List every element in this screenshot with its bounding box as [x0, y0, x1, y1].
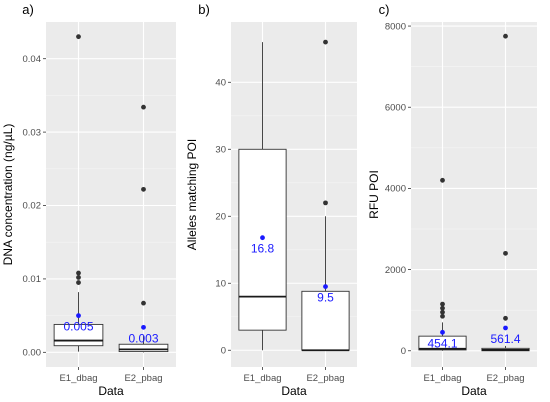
outlier-point	[76, 270, 81, 276]
outlier-point	[76, 275, 81, 280]
mean-label: 9.5	[317, 291, 334, 305]
outlier-point	[141, 186, 146, 192]
mean-label: 561.4	[490, 332, 520, 346]
x-tick-label: E2_pbag	[124, 373, 162, 384]
y-tick-label: 0.00	[23, 348, 42, 359]
panel-background	[411, 22, 537, 367]
mean-label: 0.005	[63, 320, 93, 334]
outlier-point	[76, 34, 81, 40]
y-tick-label: 0.02	[23, 201, 42, 212]
outlier-point	[323, 39, 328, 45]
x-tick-label: E2_pbag	[486, 373, 524, 384]
mean-point	[141, 324, 146, 330]
x-tick-label: E1_dbag	[423, 373, 461, 384]
y-tick-label: 0.03	[23, 127, 42, 138]
y-tick-label: 0	[221, 345, 226, 356]
mean-label: 16.8	[251, 242, 275, 256]
mean-point	[76, 313, 81, 319]
outlier-point	[76, 280, 81, 285]
y-tick-label: 8000	[385, 21, 406, 32]
x-tick-label: E2_pbag	[306, 373, 344, 384]
y-axis-title: RFU POI	[367, 170, 381, 219]
outlier-point	[440, 305, 445, 311]
y-axis-title: Alleles matching POI	[185, 139, 199, 250]
y-tick-label: 0.01	[23, 274, 42, 285]
outlier-point	[440, 309, 445, 315]
outlier-point	[141, 104, 146, 110]
y-tick-label: 20	[215, 211, 226, 222]
x-axis-title: Data	[98, 384, 124, 398]
panel-tag: b)	[198, 2, 210, 17]
mean-label: 0.003	[128, 331, 158, 345]
mean-point	[323, 284, 328, 290]
box-iqr	[118, 343, 169, 353]
outlier-point	[440, 313, 445, 319]
outlier-point	[503, 33, 508, 39]
panel-tag: a)	[22, 2, 34, 17]
outlier-point	[503, 250, 508, 256]
y-tick-label: 4000	[385, 184, 406, 195]
y-tick-label: 40	[215, 77, 226, 88]
outlier-point	[141, 300, 146, 306]
x-tick-label: E1_dbag	[243, 373, 281, 384]
y-axis-title: DNA concentration (ng/µL)	[1, 124, 15, 266]
y-tick-label: 30	[215, 144, 226, 155]
x-axis-title: Data	[281, 384, 307, 398]
outlier-point	[440, 177, 445, 183]
y-tick-label: 0.04	[23, 54, 42, 65]
mean-point	[440, 329, 445, 335]
y-tick-label: 10	[215, 278, 226, 289]
x-tick-label: E1_dbag	[59, 373, 97, 384]
y-tick-label: 0	[401, 346, 406, 357]
y-tick-label: 6000	[385, 102, 406, 113]
x-axis-title: Data	[461, 384, 487, 398]
mean-label: 454.1	[427, 336, 457, 350]
outlier-point	[323, 200, 328, 206]
mean-point	[260, 235, 265, 241]
y-tick-label: 2000	[385, 265, 406, 276]
panel-tag: c)	[379, 2, 390, 17]
mean-point	[503, 325, 508, 331]
panel-background	[46, 22, 176, 367]
box-iqr	[418, 335, 467, 351]
outlier-point	[440, 301, 445, 307]
outlier-point	[503, 315, 508, 321]
